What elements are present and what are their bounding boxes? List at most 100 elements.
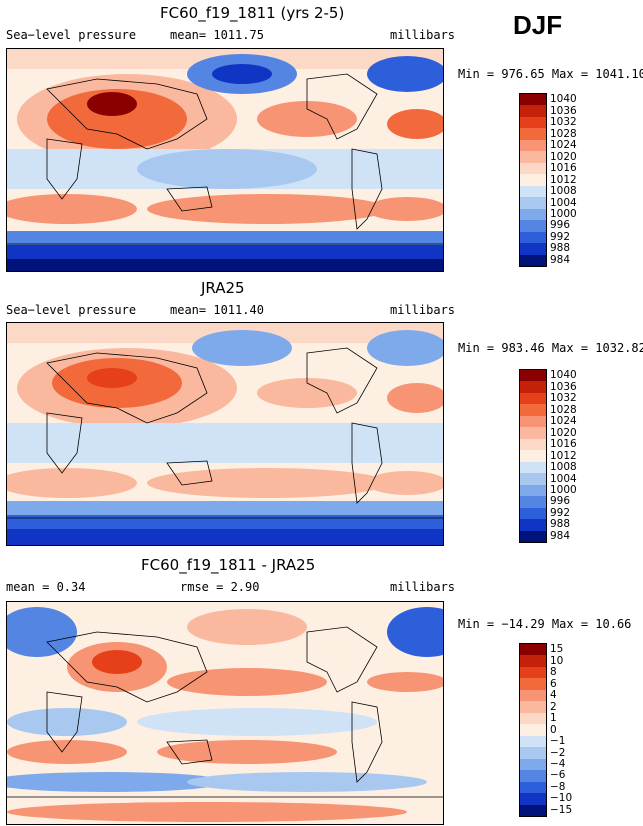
panel2-field <box>7 323 443 545</box>
panel2-colorbar-swatch <box>520 381 546 394</box>
panel2-colorbar-tick-label: 1008 <box>550 461 577 474</box>
panel2-colorbar-swatch <box>520 450 546 463</box>
panel2-colorbar-tick-label: 1000 <box>550 483 577 496</box>
panel2-colorbar-swatch <box>520 438 546 451</box>
panel3-colorbar-tick-label: 15 <box>550 643 564 656</box>
panel3-colorbar-tick-label: −15 <box>550 803 573 816</box>
panel1-map <box>6 48 444 272</box>
panel2-colorbar-swatch <box>520 484 546 497</box>
panel3-colorbar-swatch <box>520 689 546 702</box>
panel1-colorbar-tick-label: 1016 <box>550 162 577 175</box>
panel1-colorbar-swatch <box>520 162 546 175</box>
panel3-colorbar-tick-label: 1 <box>550 712 557 725</box>
panel3-colorbar-swatch <box>520 644 546 656</box>
panel3-colorbar-tick-label: −1 <box>550 735 566 748</box>
panel1-colorbar-tick-label: 1020 <box>550 150 577 163</box>
panel1-colorbar-tick-label: 1036 <box>550 104 577 117</box>
panel1-colorbar-swatch <box>520 94 546 106</box>
panel3-colorbar-tick-label: −8 <box>550 780 566 793</box>
panel3-colorbar-tick-label: −6 <box>550 769 566 782</box>
panel1-field <box>7 49 443 271</box>
panel1-colorbar-tick-label: 1000 <box>550 207 577 220</box>
panel3-colorbar-swatch <box>520 747 546 760</box>
panel3-colorbar-swatch <box>520 666 546 679</box>
panel2-colorbar-tick-label: 984 <box>550 529 571 542</box>
panel1-colorbar-tick-label: 1024 <box>550 139 577 152</box>
panel3-colorbar-tick-label: 6 <box>550 677 557 690</box>
panel2-colorbar-swatch <box>520 519 546 532</box>
panel3-colorbar-swatch <box>520 735 546 748</box>
panel1-colorbar <box>519 93 547 267</box>
panel1-colorbar-tick-label: 1028 <box>550 127 577 140</box>
panel3-colorbar-swatch <box>520 701 546 714</box>
panel1-colorbar-swatch <box>520 105 546 118</box>
panel3-rmse: rmse = 2.90 <box>180 580 260 594</box>
panel2-map <box>6 322 444 546</box>
panel1-colorbar-tick-label: 992 <box>550 230 571 243</box>
panel3-colorbar-swatch <box>520 712 546 725</box>
panel2-colorbar-tick-label: 1040 <box>550 369 577 382</box>
panel1-mean: mean= 1011.75 <box>170 28 264 42</box>
panel3-colorbar-swatch <box>520 781 546 794</box>
panel1-colorbar-swatch <box>520 151 546 164</box>
panel1-colorbar-swatch <box>520 185 546 198</box>
panel3-colorbar-tick-label: 8 <box>550 666 557 679</box>
panel3-minmax: Min = −14.29 Max = 10.66 <box>458 617 632 631</box>
panel3-colorbar-swatch <box>520 770 546 783</box>
panel1-colorbar-tick-label: 996 <box>550 219 571 232</box>
panel3-colorbar-tick-label: −4 <box>550 757 566 770</box>
panel2-colorbar-swatch <box>520 473 546 486</box>
panel2-colorbar-swatch <box>520 415 546 428</box>
panel1-units: millibars <box>390 28 456 42</box>
panel1-variable-label: Sea−level pressure <box>6 28 137 42</box>
panel1-colorbar-swatch <box>520 174 546 187</box>
panel3-title: FC60_f19_1811 - JRA25 <box>141 556 316 574</box>
season-label: DJF <box>513 10 563 40</box>
panel1-colorbar-tick-label: 1012 <box>550 173 577 186</box>
panel2-colorbar-tick-label: 996 <box>550 495 571 508</box>
panel1-colorbar-tick-label: 1032 <box>550 116 577 129</box>
panel2-colorbar-swatch <box>520 370 546 382</box>
panel1-colorbar-swatch <box>520 231 546 244</box>
panel2-colorbar-tick-label: 1020 <box>550 426 577 439</box>
panel1-colorbar-tick-label: 1040 <box>550 93 577 106</box>
panel2-units: millibars <box>390 303 456 317</box>
panel3-colorbar-swatch <box>520 793 546 806</box>
panel3-colorbar-tick-label: −2 <box>550 746 566 759</box>
panel3-colorbar-swatch <box>520 724 546 737</box>
panel2-minmax: Min = 983.46 Max = 1032.82 <box>458 341 643 355</box>
panel2-colorbar-swatch <box>520 496 546 509</box>
panel3-colorbar-tick-label: 0 <box>550 723 557 736</box>
panel2-colorbar-tick-label: 1036 <box>550 380 577 393</box>
panel3-map <box>6 601 444 825</box>
panel1-minmax: Min = 976.65 Max = 1041.10 <box>458 67 643 81</box>
panel2-variable-label: Sea−level pressure <box>6 303 137 317</box>
panel1-colorbar-swatch <box>520 220 546 233</box>
panel1-colorbar-swatch <box>520 128 546 141</box>
panel1-colorbar-swatch <box>520 116 546 129</box>
panel1-colorbar-swatch <box>520 243 546 256</box>
panel1-colorbar-swatch <box>520 139 546 152</box>
panel3-units: millibars <box>390 580 456 594</box>
panel2-title: JRA25 <box>201 279 245 297</box>
panel2-colorbar-swatch <box>520 392 546 405</box>
panel2-mean: mean= 1011.40 <box>170 303 264 317</box>
panel2-colorbar <box>519 369 547 543</box>
panel1-colorbar-swatch <box>520 208 546 221</box>
panel2-colorbar-swatch <box>520 427 546 440</box>
panel2-colorbar-tick-label: 1004 <box>550 472 577 485</box>
panel1-colorbar-tick-label: 1008 <box>550 185 577 198</box>
panel1-colorbar-tick-label: 1004 <box>550 196 577 209</box>
panel2-colorbar-swatch <box>520 461 546 474</box>
panel3-colorbar-swatch <box>520 804 546 817</box>
panel3-colorbar-swatch <box>520 655 546 668</box>
panel2-colorbar-tick-label: 1024 <box>550 415 577 428</box>
panel2-colorbar-swatch <box>520 404 546 417</box>
panel1-colorbar-tick-label: 984 <box>550 253 571 266</box>
panel3-field <box>7 602 443 824</box>
panel1-colorbar-swatch <box>520 254 546 267</box>
panel3-colorbar-swatch <box>520 678 546 691</box>
panel2-colorbar-tick-label: 1016 <box>550 438 577 451</box>
panel2-colorbar-tick-label: 1028 <box>550 403 577 416</box>
panel1-colorbar-tick-label: 988 <box>550 242 571 255</box>
